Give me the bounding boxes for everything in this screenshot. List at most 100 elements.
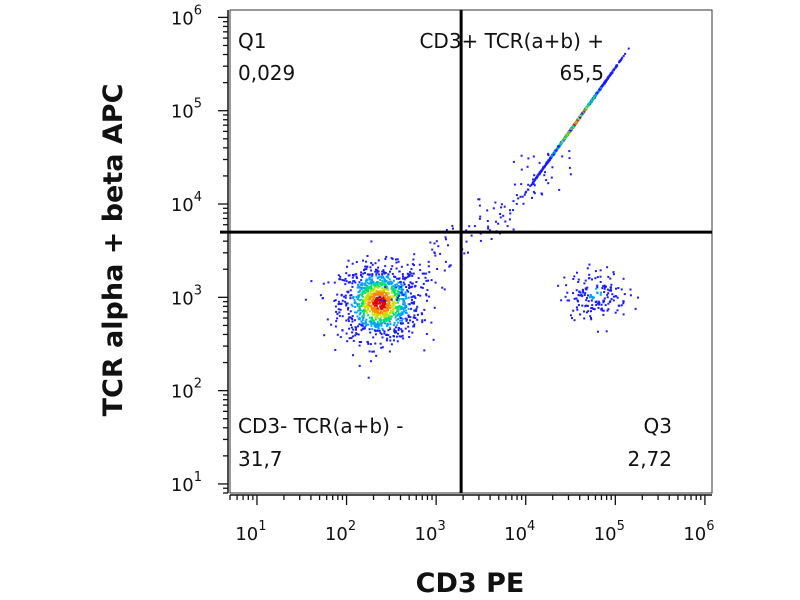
event-dot [411, 298, 413, 301]
event-dot [362, 322, 365, 325]
event-dot [349, 310, 352, 313]
event-dot [395, 307, 398, 310]
event-dot [426, 289, 429, 292]
event-dot [570, 127, 573, 130]
event-dot [380, 333, 383, 336]
event-dot [614, 311, 617, 314]
event-dot [374, 324, 377, 327]
event-dot [590, 317, 592, 319]
event-dot [387, 296, 390, 299]
event-dot [355, 275, 358, 278]
event-dot [384, 297, 387, 299]
event-dot [402, 298, 405, 301]
event-dot [575, 289, 578, 292]
event-dot [405, 286, 408, 288]
x-axis-title: CD3 PE [416, 568, 525, 599]
y-tick-label: 102 [171, 377, 202, 403]
event-dot [540, 169, 543, 172]
event-dot [435, 240, 438, 243]
event-dot [387, 317, 390, 319]
event-dot [369, 278, 372, 281]
event-dot [368, 277, 371, 280]
event-dot [339, 336, 342, 339]
event-dot [433, 251, 436, 254]
event-dot [371, 300, 373, 303]
event-dot [351, 282, 354, 285]
event-dot [379, 305, 382, 308]
event-dot [399, 317, 402, 319]
event-dot [386, 309, 389, 312]
event-dot [381, 311, 384, 314]
event-dot [376, 315, 379, 318]
event-dot [390, 309, 392, 312]
event-dot [319, 294, 322, 297]
event-dot [368, 282, 371, 285]
event-dot [372, 322, 374, 325]
event-dot [623, 293, 626, 296]
event-dot [387, 303, 389, 306]
event-dot [345, 319, 348, 322]
event-dot [370, 360, 372, 363]
event-dot [388, 320, 391, 323]
event-dot [596, 284, 599, 287]
event-dot [385, 315, 387, 317]
event-dot [606, 309, 609, 312]
event-dot [400, 288, 403, 291]
event-dot [577, 117, 580, 120]
event-dot [367, 308, 369, 311]
event-dot [394, 298, 397, 301]
event-dot [478, 198, 481, 201]
event-dot [360, 320, 363, 323]
event-dot [521, 195, 524, 198]
event-dot [363, 302, 366, 305]
event-dot [600, 307, 603, 310]
event-dot [371, 263, 374, 266]
event-dot [361, 291, 364, 294]
event-dot [391, 289, 394, 292]
event-dot [395, 299, 398, 302]
event-dot [512, 160, 515, 163]
event-dot [489, 229, 491, 232]
event-dot [573, 297, 576, 300]
event-dot [392, 324, 395, 327]
event-dot [395, 314, 397, 317]
event-dot [388, 282, 391, 285]
event-dot [553, 151, 556, 154]
event-dot [592, 308, 595, 310]
event-dot [580, 293, 583, 296]
event-dot [364, 291, 367, 294]
event-dot [354, 273, 357, 276]
event-dot [347, 320, 350, 323]
event-dot [360, 341, 362, 343]
event-dot [366, 340, 369, 343]
event-dot [336, 312, 339, 315]
event-dot [357, 325, 359, 328]
event-dot [379, 321, 382, 324]
event-dot [365, 298, 368, 301]
event-dot [391, 291, 393, 294]
event-dot [405, 312, 408, 315]
event-dot [395, 335, 398, 338]
event-dot [579, 116, 582, 119]
event-dot [385, 317, 388, 320]
event-dot [374, 342, 377, 345]
event-dot [602, 313, 605, 316]
event-dot [568, 157, 571, 160]
event-dot [403, 303, 406, 306]
event-dot [371, 307, 374, 310]
event-dot [599, 291, 602, 294]
event-dot [367, 342, 370, 345]
event-dot [362, 298, 365, 301]
event-dot [388, 302, 391, 305]
event-dot [355, 332, 358, 335]
event-dot [622, 277, 625, 280]
event-dot [384, 301, 386, 304]
event-dot [363, 269, 365, 272]
event-dot [599, 87, 602, 90]
event-dot [358, 281, 361, 284]
event-dot [405, 276, 408, 279]
event-dot [372, 288, 375, 291]
event-dot [373, 319, 376, 322]
y-tick-label: 104 [171, 190, 202, 216]
event-dot [404, 307, 406, 310]
